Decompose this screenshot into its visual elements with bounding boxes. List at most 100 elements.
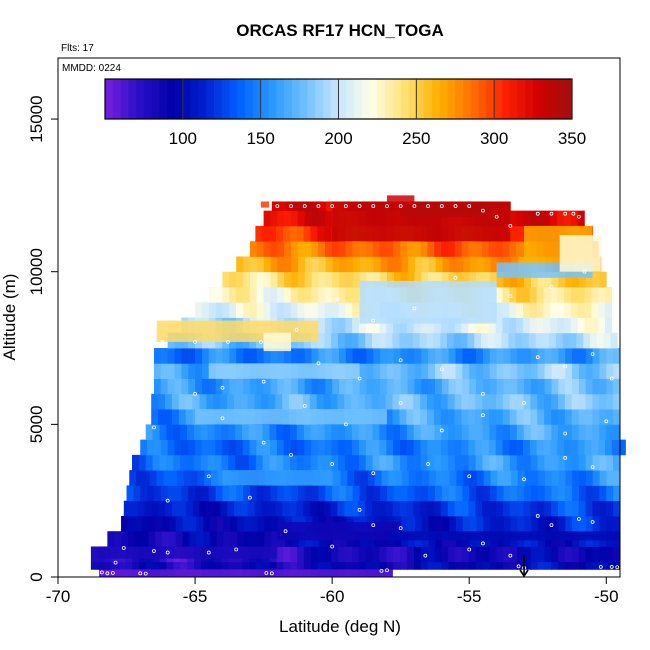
- curtain-cell: [268, 500, 276, 517]
- curtain-patch: [112, 569, 393, 577]
- curtain-cell: [215, 286, 223, 303]
- curtain-cell: [331, 454, 339, 471]
- sample-point: [330, 544, 335, 549]
- sample-point: [467, 204, 472, 208]
- curtain-cell: [237, 515, 245, 532]
- curtain-cell: [121, 531, 129, 547]
- curtain-cell: [433, 393, 442, 410]
- curtain-cell: [325, 271, 333, 288]
- colorbar-swatch: [548, 79, 558, 119]
- curtain-cell: [406, 500, 414, 517]
- curtain-cell: [148, 515, 156, 532]
- curtain-cell: [256, 256, 265, 273]
- curtain-cell: [325, 378, 333, 395]
- curtain-cell: [461, 546, 470, 563]
- curtain-cell: [338, 286, 346, 303]
- curtain-cell: [476, 256, 485, 273]
- curtain-cell: [565, 271, 573, 288]
- colorbar-swatch: [190, 79, 199, 119]
- curtain-cell: [178, 393, 187, 410]
- curtain-cell: [256, 378, 265, 395]
- curtain-cell: [441, 546, 449, 563]
- sample-point: [576, 517, 581, 521]
- curtain-cell: [158, 393, 166, 410]
- curtain-cell: [118, 561, 126, 570]
- curtain-cell: [599, 546, 607, 563]
- curtain-cell: [407, 348, 415, 364]
- curtain-cell: [331, 302, 339, 318]
- curtain-cell: [530, 546, 538, 563]
- curtain-cell: [242, 302, 251, 318]
- curtain-cell: [277, 256, 285, 273]
- curtain-cell: [181, 485, 189, 502]
- curtain-cell: [604, 286, 613, 303]
- curtain-cell: [420, 241, 428, 257]
- curtain-cell: [441, 424, 449, 441]
- curtain-cell: [309, 393, 318, 410]
- curtain-cell: [199, 393, 207, 410]
- curtain-cell: [572, 485, 580, 502]
- curtain-cell: [181, 363, 189, 379]
- curtain-cell: [592, 348, 600, 364]
- curtain-cell: [428, 363, 436, 379]
- curtain-cell: [331, 241, 340, 257]
- curtain-cell: [399, 439, 408, 456]
- curtain-cell: [168, 531, 177, 547]
- curtain-cell: [333, 470, 341, 486]
- curtain-cell: [371, 500, 380, 517]
- sample-point: [481, 413, 485, 418]
- sample-point: [138, 571, 143, 576]
- curtain-cell: [413, 561, 422, 570]
- sample-point: [385, 204, 389, 208]
- curtain-cell: [599, 363, 607, 379]
- curtain-cell: [606, 348, 614, 364]
- curtain-cell: [263, 439, 271, 456]
- curtain-cell: [468, 546, 477, 563]
- curtain-cell: [171, 393, 180, 410]
- curtain-cell: [516, 409, 524, 425]
- curtain-cell: [400, 378, 408, 395]
- curtain-cell: [276, 439, 285, 456]
- curtain-cell: [501, 332, 509, 349]
- curtain-cell: [521, 332, 530, 349]
- curtain-cell: [434, 485, 443, 502]
- curtain-cell: [399, 500, 407, 517]
- curtain-cell: [482, 500, 490, 517]
- sample-point: [590, 520, 595, 524]
- curtain-cell: [531, 515, 539, 532]
- curtain-cell: [373, 363, 381, 379]
- curtain-cell: [613, 363, 621, 379]
- sample-point: [248, 495, 252, 500]
- curtain-cell: [596, 332, 605, 349]
- curtain-cell: [152, 454, 160, 471]
- curtain-cell: [400, 561, 408, 570]
- curtain-cell: [379, 561, 387, 570]
- curtain-cell: [324, 225, 332, 242]
- curtain-cell: [203, 515, 211, 532]
- sample-point: [294, 327, 299, 332]
- curtain-cell: [298, 256, 306, 273]
- curtain-cell: [160, 348, 169, 364]
- curtain-cell: [243, 256, 251, 273]
- sample-point: [549, 285, 554, 289]
- curtain-cell: [599, 378, 607, 395]
- curtain-cell: [178, 500, 187, 517]
- curtain-cell: [318, 241, 326, 257]
- curtain-cell: [407, 378, 415, 395]
- curtain-cell: [476, 363, 484, 379]
- sample-point: [110, 571, 115, 575]
- curtain-cell: [164, 409, 173, 425]
- curtain-cell: [174, 378, 182, 395]
- curtain-patch: [208, 363, 360, 379]
- curtain-cell: [482, 363, 491, 379]
- curtain-cell: [516, 561, 525, 570]
- curtain-cell: [358, 424, 367, 441]
- curtain-cell: [250, 515, 259, 532]
- curtain-cell: [284, 271, 292, 288]
- curtain-cell: [393, 317, 401, 334]
- curtain-cell: [121, 515, 129, 532]
- curtain-cell: [565, 561, 573, 570]
- curtain-cell: [230, 515, 238, 532]
- curtain-cell: [455, 363, 463, 379]
- curtain-cell: [303, 225, 311, 242]
